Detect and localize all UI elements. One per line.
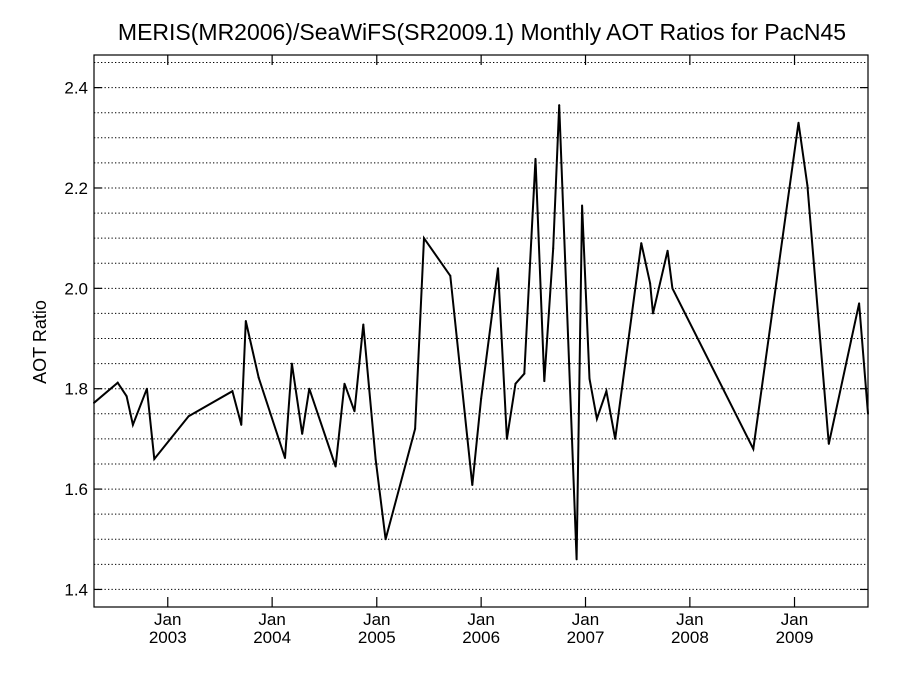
x-tick-label-year: 2003 xyxy=(149,628,187,647)
data-point xyxy=(334,465,337,468)
data-point xyxy=(374,457,377,460)
data-point xyxy=(308,387,311,390)
data-point xyxy=(362,323,365,326)
data-point xyxy=(523,372,526,375)
data-point xyxy=(384,538,387,541)
y-tick-label: 2.4 xyxy=(64,79,88,98)
x-tick-label-month: Jan xyxy=(676,610,703,629)
data-point xyxy=(827,442,830,445)
data-point xyxy=(153,457,156,460)
y-tick-label: 1.8 xyxy=(64,380,88,399)
data-point xyxy=(414,427,417,430)
x-tick-label-year: 2005 xyxy=(358,628,396,647)
y-axis-label: AOT Ratio xyxy=(30,300,50,384)
data-point xyxy=(125,395,128,398)
data-point xyxy=(649,282,652,285)
x-tick-label-year: 2008 xyxy=(671,628,709,647)
data-point xyxy=(588,377,591,380)
gridlines xyxy=(94,62,868,590)
y-tick-label: 2.0 xyxy=(64,279,88,298)
x-tick-label-year: 2004 xyxy=(253,628,291,647)
data-point xyxy=(867,412,869,415)
data-point xyxy=(614,437,617,440)
data-point xyxy=(343,382,346,385)
data-point xyxy=(244,319,247,322)
series-group xyxy=(93,104,869,561)
data-point xyxy=(116,381,119,384)
data-point xyxy=(497,267,500,270)
x-axis: Jan2003Jan2004Jan2005Jan2006Jan2007Jan20… xyxy=(149,55,814,647)
chart-title: MERIS(MR2006)/SeaWiFS(SR2009.1) Monthly … xyxy=(118,19,846,45)
data-point xyxy=(858,302,861,305)
data-point xyxy=(257,376,260,379)
data-point xyxy=(595,417,598,420)
y-tick-label: 1.6 xyxy=(64,480,88,499)
x-tick-label-month: Jan xyxy=(781,610,808,629)
y-axis: 1.4 1.6 1.8 2.0 2.2 2.4 xyxy=(64,79,868,599)
data-point xyxy=(480,397,483,400)
data-point xyxy=(240,423,243,426)
data-point xyxy=(671,287,674,290)
data-point xyxy=(283,456,286,459)
data-point xyxy=(581,204,584,207)
x-tick-label-year: 2006 xyxy=(462,628,500,647)
data-point xyxy=(543,380,546,383)
data-point xyxy=(752,447,755,450)
data-point xyxy=(231,390,234,393)
series-line xyxy=(93,105,869,560)
data-point xyxy=(471,484,474,487)
x-tick-label-month: Jan xyxy=(258,610,285,629)
data-point xyxy=(806,184,809,187)
x-tick-label-month: Jan xyxy=(154,610,181,629)
data-point xyxy=(575,558,578,561)
data-point xyxy=(301,432,304,435)
x-tick-label-month: Jan xyxy=(467,610,494,629)
data-point xyxy=(93,401,95,404)
y-tick-label: 1.4 xyxy=(64,580,88,599)
data-point xyxy=(422,237,425,240)
data-point xyxy=(558,104,561,107)
data-point xyxy=(187,415,190,418)
data-point xyxy=(290,362,293,365)
data-point xyxy=(449,274,452,277)
data-point xyxy=(552,247,555,250)
data-point xyxy=(797,121,800,124)
data-point xyxy=(534,157,537,160)
data-point xyxy=(666,249,669,252)
data-point xyxy=(505,437,508,440)
x-tick-label-year: 2009 xyxy=(776,628,814,647)
data-point xyxy=(145,387,148,390)
data-point xyxy=(640,242,643,245)
data-point xyxy=(651,312,654,315)
data-point xyxy=(353,410,356,413)
data-point xyxy=(131,423,134,426)
x-tick-label-month: Jan xyxy=(572,610,599,629)
data-point xyxy=(605,390,608,393)
y-tick-label: 2.2 xyxy=(64,179,88,198)
x-tick-label-year: 2007 xyxy=(567,628,605,647)
x-tick-label-month: Jan xyxy=(363,610,390,629)
data-point xyxy=(514,382,517,385)
